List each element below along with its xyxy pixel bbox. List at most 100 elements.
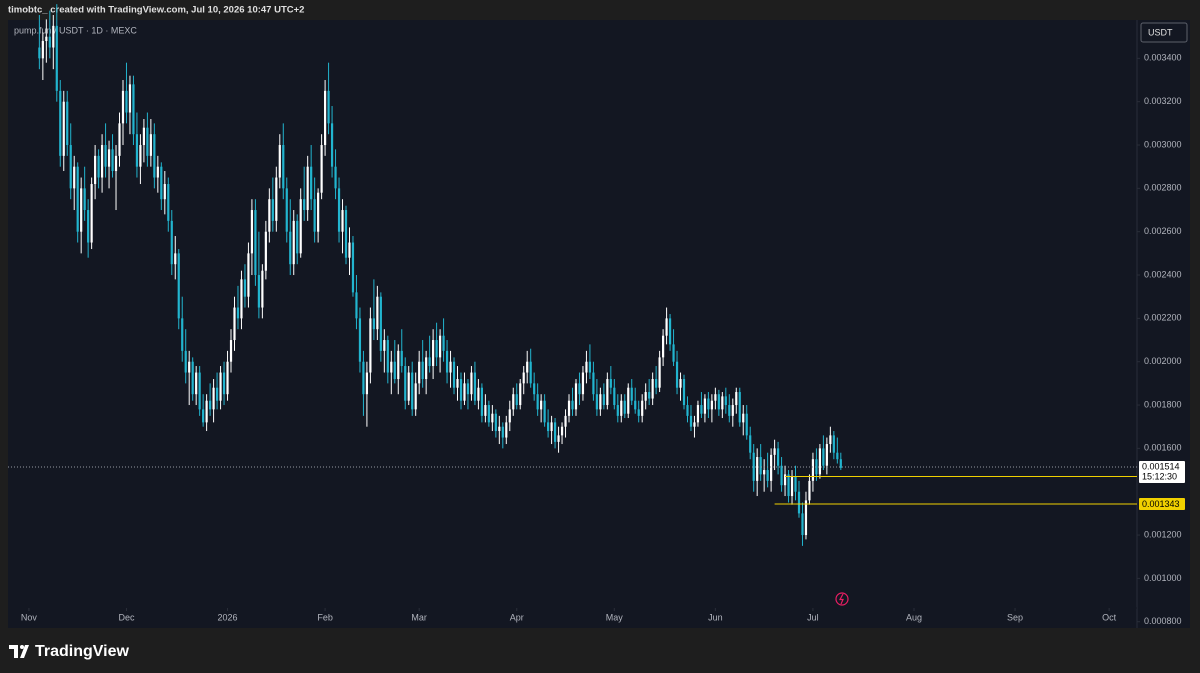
- candle-body: [515, 394, 518, 406]
- alert-icon[interactable]: [835, 592, 849, 606]
- candle-body: [438, 335, 442, 358]
- candle-body: [445, 350, 449, 373]
- candle-body: [209, 400, 212, 410]
- candle-body: [100, 145, 104, 178]
- candle-body: [571, 400, 574, 410]
- candle-body: [163, 184, 166, 200]
- candle-body: [414, 383, 417, 410]
- candle-body: [797, 491, 801, 514]
- candle-body: [836, 452, 839, 460]
- candle-body: [536, 394, 539, 410]
- candle-body: [634, 400, 637, 410]
- last-price-label: 0.001514: [1142, 461, 1180, 471]
- candle-body: [717, 394, 720, 410]
- candle-body: [564, 415, 567, 427]
- candle-body: [550, 422, 553, 432]
- candle-body: [449, 361, 452, 373]
- candle-body: [317, 192, 320, 232]
- x-tick-label: Dec: [118, 612, 135, 622]
- logo-mark[interactable]: [9, 645, 29, 658]
- candle-body: [400, 350, 403, 367]
- candle-body: [756, 457, 759, 481]
- candle-body: [177, 253, 180, 319]
- candle-body: [365, 372, 369, 395]
- candle-body: [473, 372, 477, 401]
- candle-body: [226, 361, 229, 395]
- candle-body: [195, 372, 198, 395]
- alert-bolt[interactable]: [838, 593, 844, 605]
- candle-body: [668, 318, 672, 345]
- candle-body: [459, 379, 463, 401]
- candle-body: [494, 413, 497, 432]
- candle-body: [526, 361, 529, 373]
- candle-body: [801, 513, 804, 536]
- candle-body: [313, 199, 316, 232]
- candle-body: [606, 379, 609, 406]
- candle-body: [787, 474, 790, 497]
- candle-body: [114, 155, 118, 172]
- candle-body: [38, 47, 41, 59]
- candle-body: [285, 188, 288, 232]
- candle-body: [442, 335, 445, 351]
- candle-body: [264, 231, 267, 271]
- candle-body: [616, 405, 619, 416]
- brand[interactable]: TradingView: [35, 643, 130, 660]
- candle-body: [407, 372, 410, 401]
- candle-body: [790, 476, 794, 497]
- candle-body: [655, 379, 658, 388]
- candle-body: [710, 400, 713, 410]
- y-tick-label: 0.002000: [1144, 356, 1182, 366]
- candle-body: [602, 394, 605, 406]
- candle-body: [236, 307, 240, 319]
- candle-body: [456, 379, 459, 388]
- candle-body: [620, 400, 623, 416]
- candle-body: [641, 400, 644, 416]
- x-tick-label: Sep: [1007, 612, 1023, 622]
- candle-body: [672, 344, 675, 362]
- logo-dot[interactable]: [20, 645, 24, 649]
- candle-body: [714, 394, 717, 401]
- alert-circle[interactable]: [835, 592, 849, 606]
- candle-body: [452, 361, 456, 388]
- level-tag: [1139, 498, 1185, 511]
- candle-body: [425, 357, 428, 380]
- y-tick-label: 0.001600: [1144, 443, 1182, 453]
- candle-body: [728, 405, 731, 416]
- candle-body: [770, 454, 773, 481]
- candle-body: [282, 145, 285, 189]
- candle-body: [132, 84, 135, 135]
- y-tick-label: 0.002400: [1144, 269, 1182, 279]
- candle-body: [55, 25, 58, 91]
- candle-body: [379, 296, 382, 351]
- candle-body: [62, 101, 65, 156]
- y-tick-label: 0.001000: [1144, 573, 1182, 583]
- candle-body: [661, 335, 665, 358]
- candle-body: [97, 155, 100, 178]
- candle-body: [330, 123, 334, 167]
- candle-body: [257, 275, 260, 308]
- candle-body: [745, 413, 748, 436]
- candle-body: [543, 400, 546, 423]
- currency-label[interactable]: USDT: [1148, 27, 1173, 37]
- candle-body: [581, 372, 585, 395]
- y-tick-label: 0.000800: [1144, 616, 1182, 626]
- y-tick-label: 0.003400: [1144, 53, 1182, 63]
- candle-body: [327, 90, 330, 124]
- candle-body: [822, 448, 825, 466]
- candle-body: [397, 350, 400, 380]
- candle-body: [149, 134, 152, 156]
- candle-body: [693, 422, 696, 427]
- candle-body: [250, 210, 254, 254]
- currency-button[interactable]: [1140, 22, 1188, 43]
- logo[interactable]: TradingView: [9, 643, 130, 660]
- candle-body: [763, 470, 766, 475]
- candle-body: [623, 400, 626, 414]
- candle-body: [243, 279, 247, 297]
- candle-body: [811, 459, 815, 481]
- candle-body: [66, 101, 69, 146]
- candle-body: [306, 166, 309, 211]
- candle-body: [780, 465, 783, 486]
- candle-body: [271, 199, 274, 221]
- candle-body: [212, 387, 215, 410]
